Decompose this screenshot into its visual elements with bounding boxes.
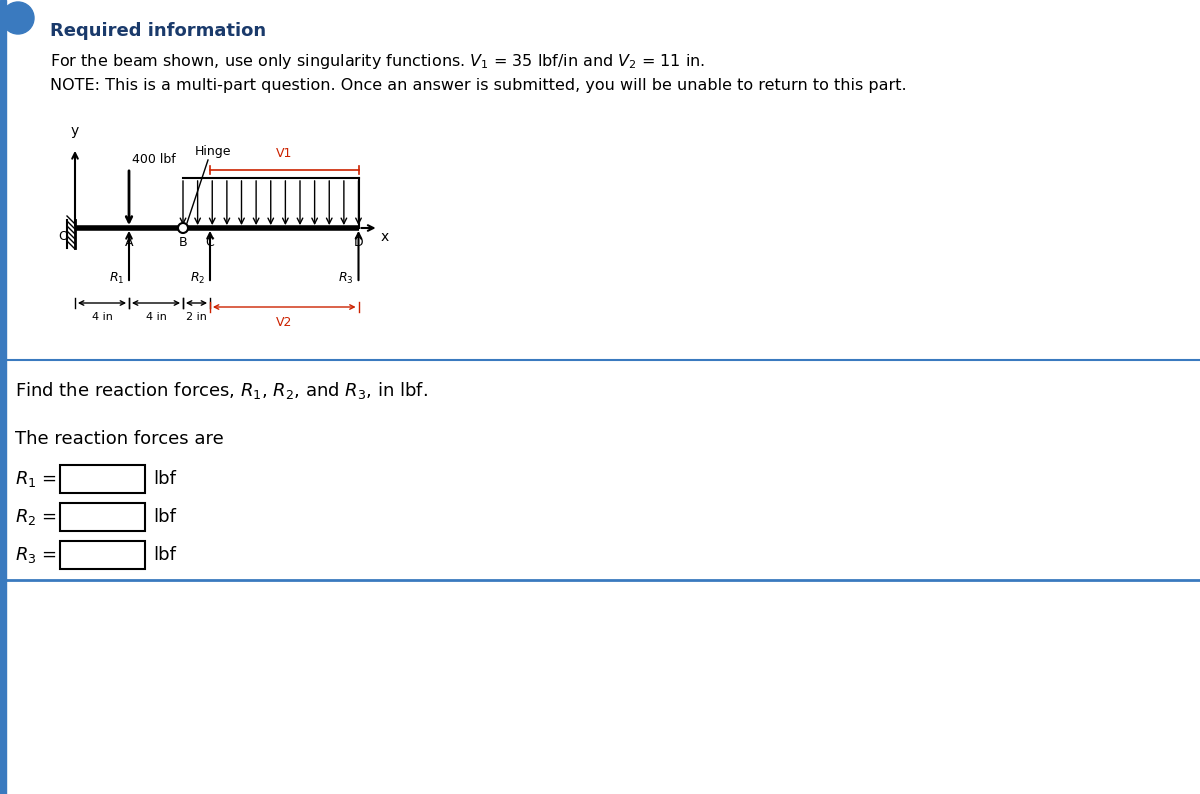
- Bar: [60, 541, 145, 569]
- Text: x: x: [380, 230, 389, 244]
- Text: The reaction forces are: The reaction forces are: [14, 430, 223, 448]
- Text: D: D: [354, 236, 364, 249]
- Text: lbf: lbf: [154, 508, 176, 526]
- Bar: [60, 503, 145, 531]
- Text: B: B: [179, 236, 187, 249]
- Text: NOTE: This is a multi-part question. Once an answer is submitted, you will be un: NOTE: This is a multi-part question. Onc…: [50, 78, 907, 93]
- Text: 400 lbf: 400 lbf: [132, 153, 175, 166]
- Text: O: O: [58, 230, 68, 243]
- Text: A: A: [125, 236, 133, 249]
- Bar: [0, 0, 6, 794]
- Text: $R_1$ =: $R_1$ =: [14, 469, 56, 489]
- Text: V2: V2: [276, 316, 293, 329]
- Text: 4 in: 4 in: [145, 312, 167, 322]
- Text: $R_1$: $R_1$: [108, 271, 124, 286]
- Text: y: y: [71, 124, 79, 138]
- Text: For the beam shown, use only singularity functions. $V_1$ = 35 lbf/in and $V_2$ : For the beam shown, use only singularity…: [50, 52, 706, 71]
- Text: $R_3$ =: $R_3$ =: [14, 545, 56, 565]
- Text: 2 in: 2 in: [186, 312, 206, 322]
- Text: lbf: lbf: [154, 546, 176, 564]
- Text: $R_3$: $R_3$: [338, 271, 354, 286]
- Text: Find the reaction forces, $R_1$, $R_2$, and $R_3$, in lbf.: Find the reaction forces, $R_1$, $R_2$, …: [14, 380, 428, 401]
- Circle shape: [178, 223, 188, 233]
- Text: C: C: [205, 236, 215, 249]
- Text: V1: V1: [276, 147, 293, 160]
- Circle shape: [2, 2, 34, 34]
- Text: Hinge: Hinge: [194, 145, 232, 158]
- Text: Required information: Required information: [50, 22, 266, 40]
- Text: $R_2$: $R_2$: [190, 271, 205, 286]
- Bar: [60, 465, 145, 493]
- Text: $R_2$ =: $R_2$ =: [14, 507, 56, 527]
- Text: lbf: lbf: [154, 470, 176, 488]
- Text: 4 in: 4 in: [91, 312, 113, 322]
